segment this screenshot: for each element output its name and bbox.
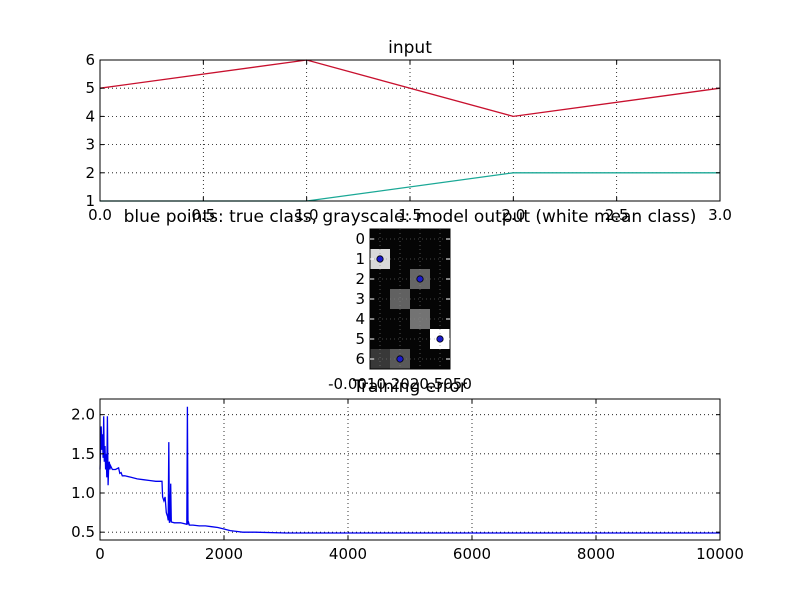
input-chart-y-tick-label: 2 xyxy=(85,164,95,182)
input-chart-ticks: 0.0 0.5 1.0 1.5 2.0 2.5 3.0 1 2 3 4 5 6 xyxy=(85,51,731,224)
heatmap-y-tick-label: 4 xyxy=(355,310,365,328)
heatmap-cell xyxy=(430,309,451,330)
input-chart-x-tick-label: 0.5 xyxy=(191,206,215,224)
training-error-y-tick-label: 2.0 xyxy=(71,406,95,424)
heatmap-y-tick-label: 0 xyxy=(355,230,365,248)
heatmap-x-tick-labels: -0.0010.2020.5050 xyxy=(328,375,472,393)
input-chart-frame xyxy=(99,59,721,202)
true-class-point xyxy=(416,275,424,283)
heatmap-cell xyxy=(430,289,451,310)
input-chart-grid xyxy=(100,60,720,201)
heatmap-y-tick-label: 1 xyxy=(355,250,365,268)
input-chart-title: input xyxy=(388,38,432,58)
heatmap-cell xyxy=(370,309,391,330)
training-error-ticks: 0 2000 4000 6000 8000 10000 0.5 1.0 1.5 2.0 xyxy=(71,399,744,563)
input-chart-x-tick-label: 1.5 xyxy=(398,206,422,224)
training-error-x-tick-label: 2000 xyxy=(205,545,243,563)
heatmap-cell xyxy=(390,249,411,270)
input-chart-y-tick-label: 3 xyxy=(85,136,95,154)
heatmap-cell xyxy=(410,309,431,330)
heatmap-cell xyxy=(390,269,411,290)
true-class-point xyxy=(396,355,404,363)
training-error-grid xyxy=(100,399,720,540)
heatmap-cell xyxy=(410,229,431,250)
heatmap-cell xyxy=(390,309,411,330)
heatmap-cells xyxy=(370,229,451,370)
training-error-frame xyxy=(99,398,721,541)
class-heatmap: blue points: true class, grayscale: mode… xyxy=(124,207,697,393)
heatmap-cell xyxy=(370,289,391,310)
heatmap-y-tick-label: 2 xyxy=(355,270,365,288)
heatmap-cell xyxy=(370,229,391,250)
training-error-y-tick-label: 1.0 xyxy=(71,484,95,502)
training-error-x-tick-label: 6000 xyxy=(453,545,491,563)
training-error-y-tick-label: 1.5 xyxy=(71,445,95,463)
input-chart-y-tick-label: 5 xyxy=(85,79,95,97)
heatmap-cell xyxy=(390,229,411,250)
heatmap-ticks: 0 1 2 3 4 5 6 xyxy=(355,230,450,368)
heatmap-cell xyxy=(410,329,431,350)
true-class-point xyxy=(376,255,384,263)
input-chart-y-tick-label: 1 xyxy=(85,192,95,210)
heatmap-cell xyxy=(430,229,451,250)
input-chart-x-tick-label: 2.5 xyxy=(605,206,629,224)
input-chart-x-tick-label: 3.0 xyxy=(708,206,732,224)
heatmap-cell xyxy=(370,349,391,370)
input-chart-y-tick-label: 4 xyxy=(85,107,95,125)
heatmap-y-tick-label: 3 xyxy=(355,290,365,308)
input-chart-x-tick-label: 0.0 xyxy=(88,206,112,224)
training-error-lines xyxy=(99,406,720,534)
training-error-chart: Training error 0 2000 4000 6000 8000 10000 0.5… xyxy=(71,377,744,563)
training-error-x-tick-label: 4000 xyxy=(329,545,367,563)
heatmap-cell xyxy=(390,289,411,310)
input-chart: input 0.0 0.5 1.0 1.5 2.0 2.5 3.0 1 2 3 4 5 6 xyxy=(85,38,731,224)
heatmap-cell xyxy=(430,249,451,270)
true-class-points xyxy=(376,255,444,363)
input-chart-series-line-1 xyxy=(99,59,721,118)
training-error-x-tick-label: 8000 xyxy=(577,545,615,563)
heatmap-y-tick-label: 6 xyxy=(355,350,365,368)
heatmap-cell xyxy=(370,269,391,290)
heatmap-cell xyxy=(430,349,451,370)
heatmap-cell xyxy=(410,289,431,310)
training-error-title: Training error xyxy=(352,377,467,397)
heatmap-cell xyxy=(430,269,451,290)
input-chart-x-tick-label: 2.0 xyxy=(501,206,525,224)
heatmap-grid xyxy=(370,229,450,369)
input-chart-lines xyxy=(99,59,721,202)
input-chart-y-tick-label: 6 xyxy=(85,51,95,69)
training-error-y-tick-label: 0.5 xyxy=(71,523,95,541)
heatmap-cell xyxy=(370,329,391,350)
input-chart-x-tick-label: 1.0 xyxy=(295,206,319,224)
training-error-x-tick-label: 0 xyxy=(95,545,105,563)
heatmap-y-tick-label: 5 xyxy=(355,330,365,348)
heatmap-cell xyxy=(410,349,431,370)
training-error-series-line-1 xyxy=(99,406,720,534)
heatmap-cell xyxy=(390,329,411,350)
heatmap-title: blue points: true class, grayscale: mode… xyxy=(124,207,697,227)
true-class-point xyxy=(436,335,444,343)
heatmap-cell xyxy=(410,249,431,270)
training-error-x-tick-label: 10000 xyxy=(696,545,744,563)
